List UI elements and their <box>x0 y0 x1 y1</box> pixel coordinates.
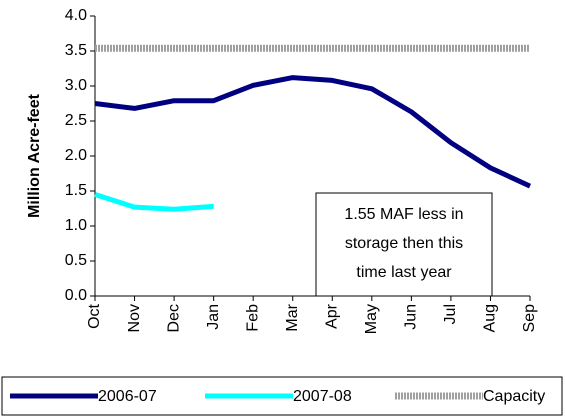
annotation-text: 1.55 MAF less in <box>344 206 463 223</box>
series-line <box>94 192 214 212</box>
y-tick-label: 4.0 <box>65 7 87 24</box>
x-tick-label: Aug <box>482 304 499 332</box>
y-tick-label: 3.0 <box>65 77 87 94</box>
x-tick-label: Mar <box>284 303 301 331</box>
y-tick-label: 3.5 <box>65 42 87 59</box>
annotation-text: time last year <box>356 264 452 281</box>
x-tick-label: Sep <box>521 304 538 333</box>
annotation-text: storage then this <box>345 235 463 252</box>
x-tick-label: May <box>363 304 380 334</box>
y-tick-label: 1.0 <box>65 217 87 234</box>
y-tick-label: 2.0 <box>65 147 87 164</box>
x-tick-label: Nov <box>126 304 143 332</box>
x-tick-label: Apr <box>323 303 340 329</box>
y-axis-label: Million Acre-feet <box>26 93 43 218</box>
x-tick-label: Jun <box>403 304 420 330</box>
legend-label: 2006-07 <box>98 388 157 405</box>
legend-label: Capacity <box>483 388 545 405</box>
y-tick-label: 2.5 <box>65 112 87 129</box>
x-tick-label: Jul <box>442 304 459 324</box>
x-tick-label: Dec <box>165 304 182 332</box>
legend-label: 2007-08 <box>293 388 352 405</box>
x-tick-label: Jan <box>205 304 222 330</box>
annotation-box <box>315 192 493 297</box>
x-tick-label: Feb <box>244 304 261 332</box>
series-line <box>94 75 532 189</box>
y-tick-label: 0.0 <box>65 287 87 304</box>
y-tick-label: 0.5 <box>65 252 87 269</box>
x-tick-label: Oct <box>86 303 103 328</box>
y-tick-label: 1.5 <box>65 182 87 199</box>
